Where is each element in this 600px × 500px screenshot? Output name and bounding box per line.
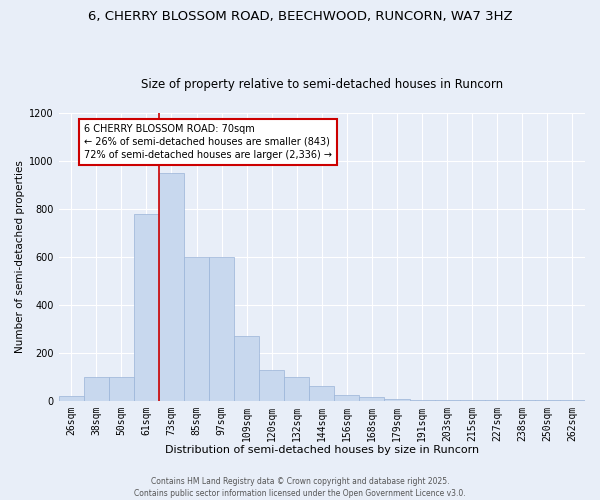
Bar	[134, 214, 159, 400]
Bar	[109, 376, 134, 400]
Bar	[84, 376, 109, 400]
Bar	[309, 386, 334, 400]
Text: Contains HM Land Registry data © Crown copyright and database right 2025.
Contai: Contains HM Land Registry data © Crown c…	[134, 476, 466, 498]
Bar	[59, 396, 84, 400]
Bar	[359, 397, 385, 400]
Text: 6 CHERRY BLOSSOM ROAD: 70sqm
← 26% of semi-detached houses are smaller (843)
72%: 6 CHERRY BLOSSOM ROAD: 70sqm ← 26% of se…	[84, 124, 332, 160]
Bar	[184, 257, 209, 400]
X-axis label: Distribution of semi-detached houses by size in Runcorn: Distribution of semi-detached houses by …	[165, 445, 479, 455]
Bar	[209, 257, 234, 400]
Title: Size of property relative to semi-detached houses in Runcorn: Size of property relative to semi-detach…	[141, 78, 503, 91]
Bar	[334, 394, 359, 400]
Bar	[259, 370, 284, 400]
Bar	[385, 399, 410, 400]
Bar	[159, 173, 184, 400]
Bar	[234, 336, 259, 400]
Y-axis label: Number of semi-detached properties: Number of semi-detached properties	[15, 160, 25, 354]
Text: 6, CHERRY BLOSSOM ROAD, BEECHWOOD, RUNCORN, WA7 3HZ: 6, CHERRY BLOSSOM ROAD, BEECHWOOD, RUNCO…	[88, 10, 512, 23]
Bar	[284, 376, 309, 400]
